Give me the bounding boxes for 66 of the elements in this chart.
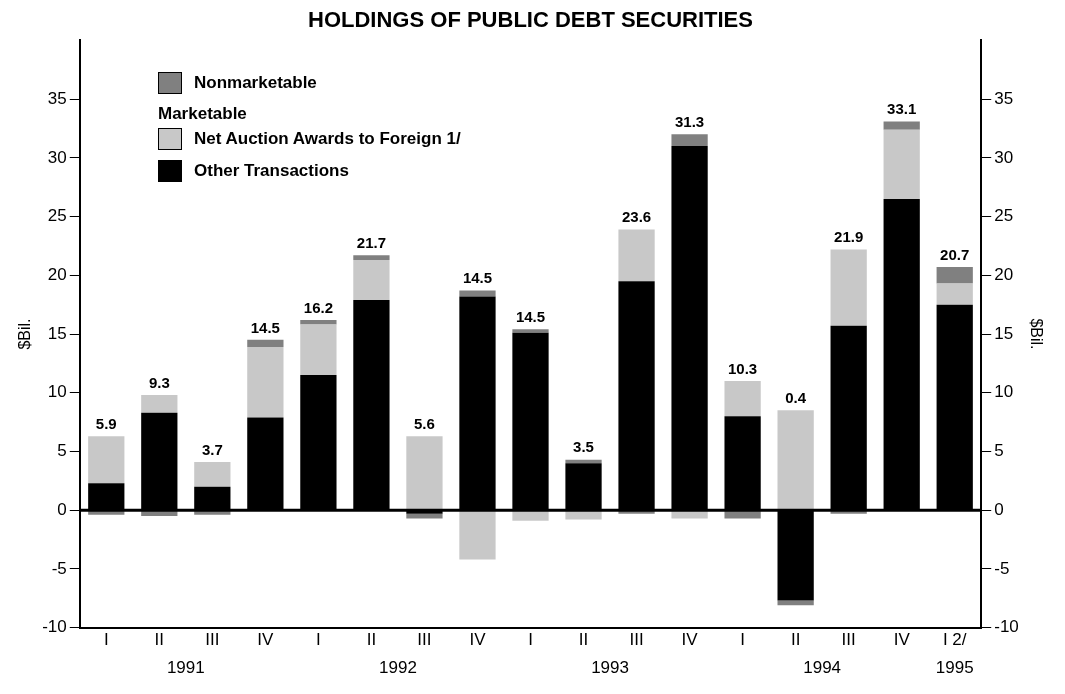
chart-title: HOLDINGS OF PUBLIC DEBT SECURITIES	[308, 7, 753, 33]
y2-tick-label: 35	[994, 88, 1014, 108]
x-tick-label: I 2/	[942, 630, 967, 650]
y-tick-label: 0	[57, 499, 67, 519]
total-label: 3.5	[573, 438, 594, 456]
y2-tick-label: 20	[994, 264, 1014, 284]
total-label: 9.3	[148, 373, 170, 391]
text: 1992	[379, 657, 417, 677]
total-label: 14.5	[250, 318, 280, 336]
y-tick-label: 5	[57, 441, 67, 461]
y-tick-label: -5	[51, 558, 67, 578]
y2-tick-label: 0	[994, 499, 1004, 519]
y2-tick-label: 5	[994, 441, 1004, 461]
total-label: 14.5	[462, 269, 493, 287]
x-tick-label: II	[154, 630, 165, 650]
y-tick-label: -10	[42, 617, 67, 637]
x-tick-label: II	[366, 630, 377, 650]
x-tick-label: I	[740, 630, 745, 650]
legend-title: Marketable	[158, 104, 248, 124]
x-tick-label: IV	[681, 630, 699, 650]
text: 1995	[935, 657, 974, 677]
total-label: 16.2	[303, 298, 333, 316]
legend-label: Other Transactions	[194, 161, 349, 181]
y2-tick-label: -10	[994, 617, 1019, 637]
total-label: 0.4	[785, 388, 807, 406]
x-tick-label: III	[629, 630, 644, 650]
y2-tick-label: 10	[994, 382, 1014, 402]
legend-label: Net Auction Awards to Foreign 1/	[194, 129, 461, 149]
x-tick-label: IV	[893, 630, 911, 650]
x-tick-label: II	[578, 630, 589, 650]
total-label: 5.9	[95, 414, 117, 432]
y2-tick-label: 30	[994, 147, 1014, 167]
y2-tick-label: -5	[994, 558, 1010, 578]
total-label: 33.1	[887, 100, 917, 118]
x-tick-label: II	[790, 630, 801, 650]
total-label: 14.5	[515, 307, 546, 325]
x-tick-label: III	[841, 630, 856, 650]
x-tick-label: I	[316, 630, 321, 650]
text: 1991	[166, 657, 205, 677]
x-tick-label: I	[103, 630, 109, 650]
y2-axis-title: $Bil.	[1027, 318, 1045, 350]
total-label: 21.7	[356, 233, 387, 251]
x-tick-label: IV	[469, 630, 487, 650]
y-axis-title: $Bil.	[16, 318, 34, 350]
total-label: 10.3	[728, 359, 758, 377]
total-label: 5.6	[414, 414, 435, 432]
total-label: 21.9	[834, 228, 864, 246]
total-label: 31.3	[674, 112, 705, 130]
x-tick-label: I	[528, 630, 533, 650]
y-tick-label: 25	[47, 206, 67, 226]
total-label: 3.7	[201, 440, 223, 458]
x-tick-label: IV	[257, 630, 275, 650]
y-tick-label: 10	[47, 382, 67, 402]
text: 1994	[803, 657, 842, 677]
legend-label: Nonmarketable	[194, 73, 317, 93]
total-label: 23.6	[621, 208, 652, 226]
x-tick-label: III	[205, 630, 220, 650]
y2-tick-label: 15	[994, 323, 1014, 343]
total-label: 20.7	[940, 245, 970, 263]
y-tick-label: 35	[47, 88, 67, 108]
y-tick-label: 30	[47, 147, 67, 167]
x-tick-label: III	[417, 630, 432, 650]
y2-tick-label: 25	[994, 206, 1014, 226]
text: 1993	[591, 657, 629, 677]
y-tick-label: 15	[47, 323, 67, 343]
y-tick-label: 20	[47, 264, 67, 284]
